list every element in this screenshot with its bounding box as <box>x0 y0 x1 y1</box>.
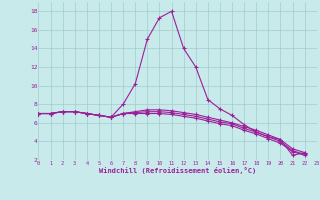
X-axis label: Windchill (Refroidissement éolien,°C): Windchill (Refroidissement éolien,°C) <box>99 167 256 174</box>
